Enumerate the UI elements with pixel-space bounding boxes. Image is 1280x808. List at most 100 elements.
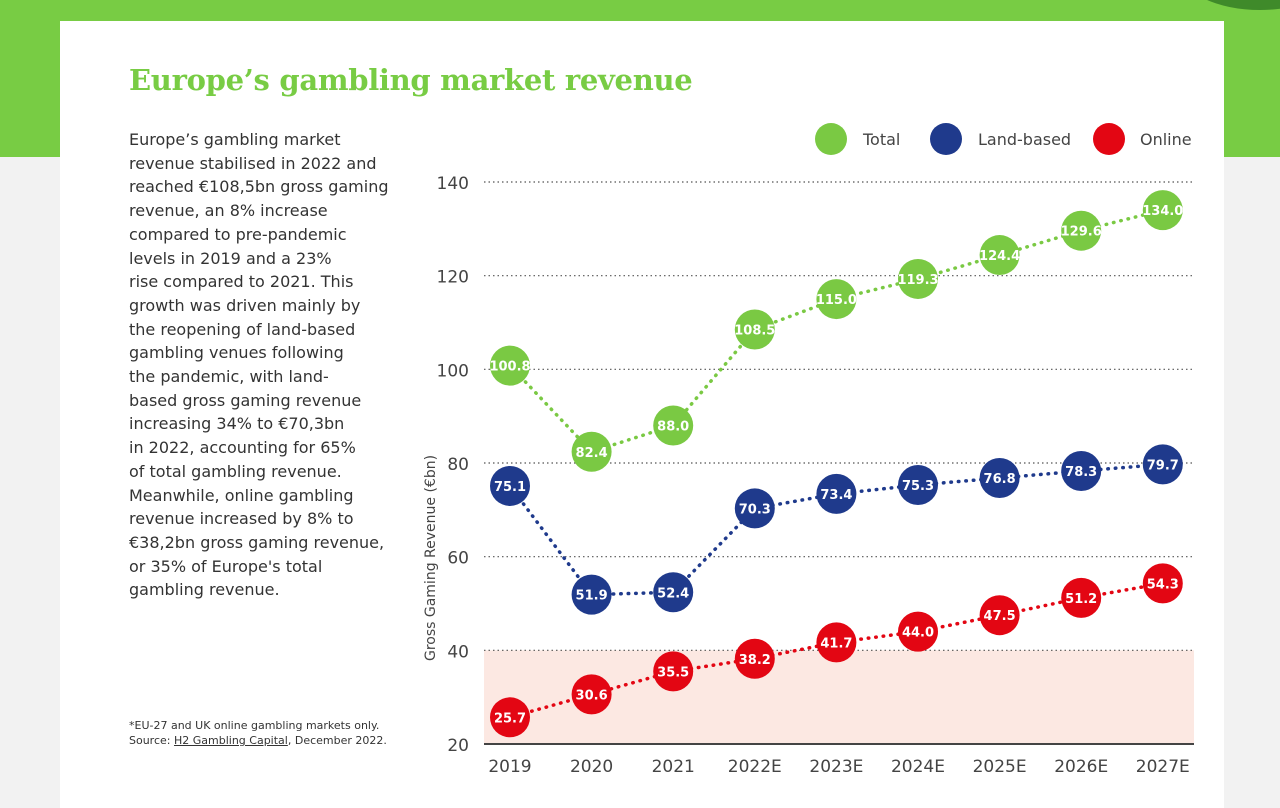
data-point — [816, 279, 857, 320]
data-point — [571, 431, 612, 472]
description-text: Europe’s gambling market revenue stabilis… — [129, 128, 399, 602]
source-suffix: , December 2022. — [287, 734, 387, 747]
description-line: growth was driven mainly by — [129, 295, 361, 315]
legend-swatch — [815, 123, 847, 155]
description-line: reached €108,5bn gross gaming — [129, 177, 389, 197]
data-point — [979, 457, 1020, 498]
data-label: 78.3 — [1065, 465, 1097, 480]
data-point — [816, 473, 857, 514]
data-point — [1142, 563, 1183, 604]
data-label: 25.7 — [494, 711, 526, 726]
description-line: based gross gaming revenue — [129, 390, 362, 410]
y-tick-label: 120 — [437, 268, 469, 288]
source-prefix: Source: — [129, 734, 174, 747]
source-link[interactable]: H2 Gambling Capital — [173, 734, 288, 747]
y-axis-title: Gross Gaming Revenue (€bn) — [423, 455, 439, 661]
data-point — [979, 595, 1020, 636]
data-point — [490, 697, 530, 738]
x-tick-label: 2026E — [1054, 757, 1108, 777]
data-label: 51.9 — [576, 589, 608, 604]
data-point — [653, 405, 694, 446]
data-label: 79.7 — [1147, 458, 1179, 473]
data-label: 75.3 — [902, 479, 934, 494]
x-tick-label: 2025E — [973, 757, 1027, 777]
data-point — [1142, 444, 1183, 485]
description-line: Meanwhile, online gambling — [129, 485, 354, 505]
data-label: 35.5 — [657, 665, 689, 680]
data-label: 51.2 — [1065, 592, 1097, 607]
y-tick-label: 100 — [437, 361, 469, 381]
data-point — [816, 622, 857, 663]
data-point — [734, 488, 775, 529]
description-line: of total gambling revenue. — [129, 461, 342, 481]
data-point — [1061, 577, 1102, 618]
data-label: 82.4 — [576, 446, 608, 461]
data-label: 129.6 — [1061, 225, 1102, 240]
data-label: 30.6 — [576, 688, 608, 703]
footnote-note: *EU-27 and UK online gambling markets on… — [129, 719, 380, 732]
data-label: 124.4 — [979, 249, 1020, 264]
data-label: 119.3 — [897, 273, 938, 288]
y-tick-label: 20 — [447, 736, 469, 756]
description-line: levels in 2019 and a 23% — [129, 248, 332, 268]
series-line-online — [508, 581, 1165, 720]
x-tick-label: 2021 — [652, 757, 695, 777]
legend-swatch — [1093, 123, 1125, 155]
data-label: 70.3 — [739, 502, 771, 517]
data-point — [653, 572, 694, 613]
data-point — [653, 651, 694, 692]
data-label: 88.0 — [657, 420, 689, 435]
x-tick-label: 2020 — [570, 757, 613, 777]
description-line: compared to pre-pandemic — [129, 224, 347, 244]
description-line: or 35% of Europe's total — [129, 556, 323, 576]
page-title: Europe’s gambling market revenue — [129, 63, 693, 97]
x-tick-label: 2019 — [488, 757, 531, 777]
data-label: 75.1 — [494, 480, 526, 495]
description-line: Europe’s gambling market — [129, 130, 341, 149]
data-point — [898, 611, 938, 652]
y-tick-label: 40 — [447, 642, 469, 662]
x-tick-label: 2023E — [809, 757, 863, 777]
legend-swatch — [930, 123, 962, 155]
data-point — [571, 674, 612, 715]
description-line: €38,2bn gross gaming revenue, — [129, 532, 385, 552]
data-label: 100.8 — [489, 360, 530, 375]
data-label: 44.0 — [902, 626, 934, 641]
data-point — [979, 235, 1020, 276]
data-point — [734, 638, 775, 679]
decorative-shape — [1180, 0, 1280, 10]
data-point — [490, 465, 530, 506]
y-tick-label: 60 — [447, 549, 469, 569]
description-line: revenue, an 8% increase — [129, 201, 328, 221]
description-line: revenue increased by 8% to — [129, 509, 354, 529]
data-label: 73.4 — [820, 488, 852, 503]
data-label: 115.0 — [816, 293, 857, 308]
footnote-source: Source: H2 Gambling Capital, December 20… — [129, 733, 429, 748]
y-tick-label: 80 — [447, 455, 469, 475]
data-point — [898, 465, 938, 506]
data-label: 108.5 — [734, 324, 775, 339]
description-line: the reopening of land-based — [129, 319, 356, 339]
data-label: 41.7 — [820, 636, 852, 651]
data-point — [1061, 210, 1102, 251]
data-label: 54.3 — [1147, 577, 1179, 592]
x-tick-label: 2024E — [891, 757, 945, 777]
x-tick-label: 2022E — [728, 757, 782, 777]
description-line: the pandemic, with land- — [129, 367, 329, 387]
legend-label: Online — [1140, 130, 1192, 149]
y-tick-label: 140 — [437, 174, 469, 194]
legend-label: Total — [862, 130, 900, 149]
description-line: in 2022, accounting for 65% — [129, 438, 356, 458]
data-point — [1061, 450, 1102, 491]
data-point — [1142, 190, 1183, 231]
data-label: 134.0 — [1142, 204, 1183, 219]
data-point — [734, 309, 775, 350]
data-point — [898, 258, 938, 299]
x-tick-label: 2027E — [1136, 757, 1190, 777]
footnote: *EU-27 and UK online gambling markets on… — [129, 718, 429, 748]
data-label: 52.4 — [657, 586, 689, 601]
data-point — [571, 574, 612, 615]
data-label: 47.5 — [984, 609, 1016, 624]
data-label: 38.2 — [739, 653, 771, 668]
